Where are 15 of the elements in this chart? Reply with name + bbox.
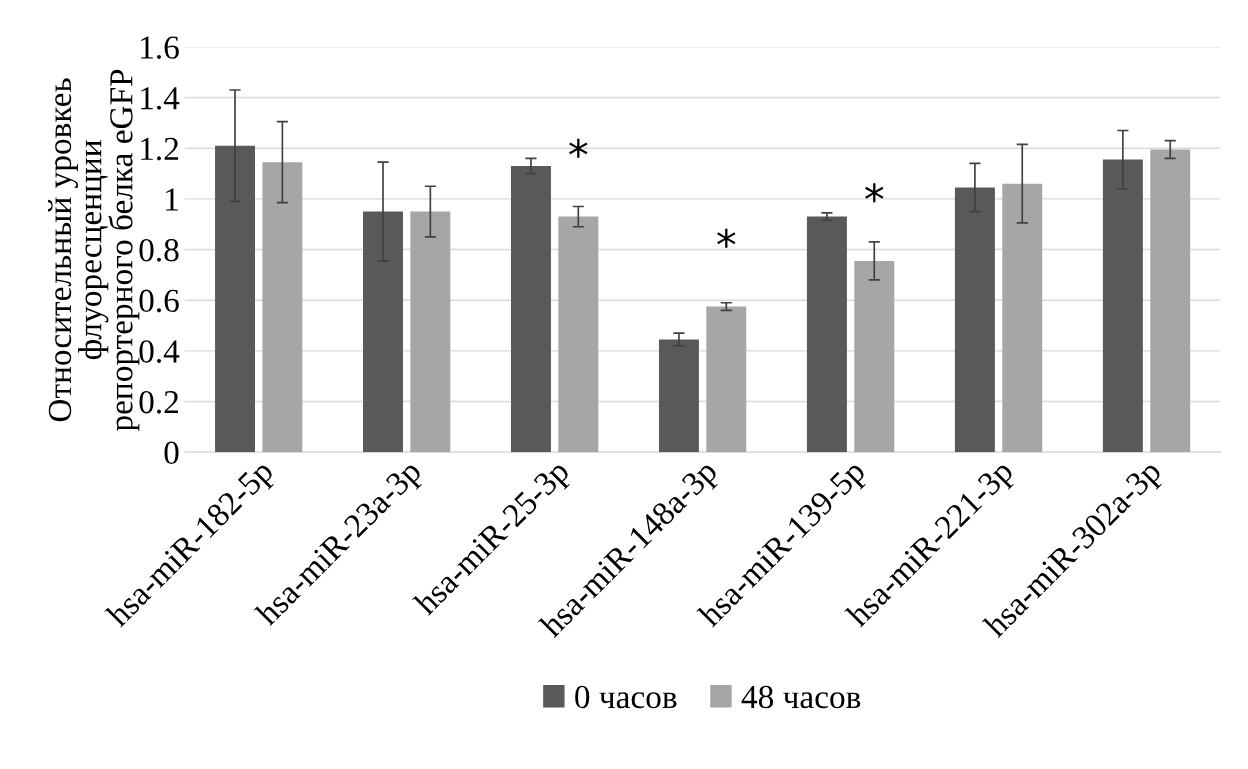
y-tick-label: 0.2 [139, 390, 178, 414]
y-tick-label: 0.4 [139, 340, 180, 363]
y-tick-label: 1 [166, 188, 178, 211]
annotation: * [865, 183, 884, 203]
annotation: * [717, 228, 736, 248]
y-tick-label: 0.6 [139, 289, 179, 313]
y-tick-label: 0 [164, 441, 179, 465]
y-tick-label: 1.2 [141, 137, 178, 161]
y-axis-title: Относительный уровкеь флуоресценции репортерного белка eGFP [48, 69, 140, 432]
y-tick-label: 1.6 [141, 36, 179, 59]
legend-label: 48 часов [741, 685, 861, 709]
y-tick-label: 1.4 [141, 87, 180, 110]
legend-label: 0 часов [575, 685, 677, 709]
annotation: * [569, 138, 588, 158]
y-tick-label: 0.8 [139, 238, 179, 262]
